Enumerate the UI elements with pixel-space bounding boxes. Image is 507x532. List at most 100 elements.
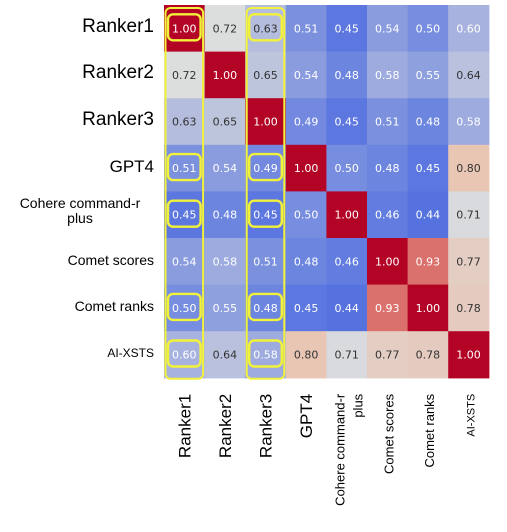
- row-label-cohere-line-1: plus: [67, 210, 93, 227]
- heatmap-value-r5-c1: 0.58: [213, 255, 238, 268]
- col-label-comet-ranks: Comet ranks: [422, 393, 437, 467]
- heatmap-value-r2-c4: 0.45: [334, 116, 359, 129]
- heatmap-cell-r0-c3: [285, 5, 327, 53]
- highlight-cell-r6-c0: [166, 292, 202, 322]
- heatmap-cell-r5-c7: [448, 238, 490, 286]
- heatmap-value-r5-c4: 0.46: [334, 255, 359, 268]
- heatmap-value-r0-c3: 0.51: [294, 22, 319, 35]
- heatmap-value-r6-c5: 0.93: [375, 302, 400, 315]
- column-labels: Ranker1 Ranker2 Ranker3 GPT4 Cohere command-…: [175, 393, 477, 506]
- heatmap-cell-r2-c4: [326, 98, 368, 146]
- heatmap-cell-r5-c5: [367, 238, 409, 286]
- col-label-gpt4: GPT4: [297, 394, 316, 438]
- heatmap-value-r4-c7: 0.71: [456, 209, 481, 222]
- heatmap-value-r4-c3: 0.50: [294, 209, 319, 222]
- col-label-cohere-command-r-plus-line-0: Cohere command-r: [333, 393, 348, 506]
- heatmap-value-r5-c3: 0.48: [294, 255, 319, 268]
- heatmap-value-r3-c5: 0.48: [375, 162, 400, 175]
- heatmap-cell-r2-c3: [285, 98, 327, 146]
- heatmap-value-r2-c5: 0.51: [375, 116, 400, 129]
- heatmap-value-r7-c2: 0.58: [253, 349, 278, 362]
- heatmap-value-r2-c0: 0.63: [172, 116, 197, 129]
- col-label-ranker1-line-0: Ranker1: [175, 394, 194, 458]
- row-label-ranker3: Ranker3: [82, 108, 154, 130]
- heatmap-value-r0-c5: 0.54: [375, 22, 400, 35]
- highlight-column-ranker1: [164, 7, 205, 380]
- row-label-ranker1: Ranker1: [82, 15, 154, 37]
- heatmap-value-r1-c2: 0.65: [253, 69, 278, 82]
- heatmap-value-r3-c7: 0.80: [456, 162, 481, 175]
- heatmap-cell-r7-c1: [204, 331, 246, 379]
- heatmap-cell-r6-c1: [204, 284, 246, 332]
- heatmap-value-r5-c5: 1.00: [375, 255, 400, 268]
- heatmap-cell-r6-c4: [326, 284, 368, 332]
- heatmap-cell-r7-c2: [245, 331, 287, 379]
- heatmap-value-r0-c4: 0.45: [334, 22, 359, 35]
- heatmap-cell-r5-c2: [245, 238, 287, 286]
- col-label-comet-scores-line-0: Comet scores: [381, 393, 396, 474]
- heatmap-cell-r3-c2: [245, 144, 287, 192]
- heatmap-value-r6-c4: 0.44: [334, 302, 359, 315]
- heatmap-value-r4-c2: 0.45: [253, 209, 278, 222]
- heatmap-cell-r1-c2: [245, 51, 287, 99]
- heatmap-cell-r1-c6: [407, 51, 449, 99]
- heatmap-value-r4-c1: 0.48: [213, 209, 238, 222]
- heatmap-value-r1-c6: 0.55: [416, 69, 441, 82]
- row-label-cohere-line-0: Cohere command-r: [19, 194, 141, 211]
- heatmap-cell-r1-c5: [367, 51, 409, 99]
- col-label-comet-scores: Comet scores: [381, 393, 396, 474]
- heatmap-cell-r3-c5: [367, 144, 409, 192]
- heatmap-value-r5-c0: 0.54: [172, 255, 197, 268]
- heatmap-value-r7-c4: 0.71: [334, 349, 359, 362]
- heatmap-value-r4-c4: 1.00: [334, 209, 359, 222]
- heatmap-value-r1-c1: 1.00: [213, 69, 238, 82]
- heatmap-cell-r3-c6: [407, 144, 449, 192]
- heatmap-value-r4-c6: 0.44: [416, 209, 441, 222]
- heatmap-cell-r4-c6: [407, 191, 449, 239]
- heatmap-value-r1-c3: 0.54: [294, 69, 319, 82]
- heatmap-cell-r4-c3: [285, 191, 327, 239]
- heatmap-cell-r1-c0: [164, 51, 206, 99]
- heatmap-value-r1-c5: 0.58: [375, 69, 400, 82]
- heatmap-cell-r3-c3: [285, 144, 327, 192]
- heatmap-cell-r7-c7: [448, 331, 490, 379]
- heatmap-value-r3-c3: 1.00: [294, 162, 319, 175]
- col-label-ai-xsts-line-0: AI-XSTS: [466, 394, 478, 437]
- col-label-gpt4-line-0: GPT4: [297, 394, 316, 438]
- heatmap-cell-r5-c3: [285, 238, 327, 286]
- heatmap-value-r6-c3: 0.45: [294, 302, 319, 315]
- heatmap-cells: [164, 5, 490, 379]
- heatmap-value-r4-c5: 0.46: [375, 209, 400, 222]
- heatmap-value-r3-c2: 0.49: [253, 162, 278, 175]
- heatmap-cell-r7-c4: [326, 331, 368, 379]
- heatmap-cell-r6-c6: [407, 284, 449, 332]
- col-label-cohere-command-r-plus: Cohere command-r plus: [333, 393, 366, 506]
- heatmap-value-r7-c0: 0.60: [172, 349, 197, 362]
- heatmap-value-r0-c1: 0.72: [213, 22, 238, 35]
- row-label-gpt4: GPT4: [109, 156, 154, 176]
- heatmap-cell-r7-c3: [285, 331, 327, 379]
- heatmap-cell-r2-c7: [448, 98, 490, 146]
- row-label-ranker2: Ranker2: [82, 62, 154, 84]
- heatmap-value-r7-c5: 0.77: [375, 349, 400, 362]
- heatmap-cell-r5-c4: [326, 238, 368, 286]
- heatmap-value-r2-c2: 1.00: [253, 116, 278, 129]
- highlight-cell-r3-c0: [166, 152, 202, 182]
- heatmap-cell-r3-c0: [164, 144, 206, 192]
- heatmap-value-r1-c7: 0.64: [456, 69, 481, 82]
- heatmap-value-r7-c6: 0.78: [416, 349, 441, 362]
- heatmap-value-r5-c6: 0.93: [416, 255, 441, 268]
- row-label-ai-xsts: AI-XSTS: [107, 346, 154, 361]
- heatmap-cell-r7-c6: [407, 331, 449, 379]
- heatmap-cell-r1-c4: [326, 51, 368, 99]
- heatmap-cell-r5-c0: [164, 238, 206, 286]
- highlight-cell-r7-c0: [166, 339, 202, 368]
- heatmap-cell-r1-c7: [448, 51, 490, 99]
- highlight-cell-r3-c2: [247, 152, 283, 182]
- heatmap-cell-r5-c1: [204, 238, 246, 286]
- heatmap-value-r7-c7: 1.00: [456, 349, 481, 362]
- col-label-cohere-command-r-plus-line-1: plus: [351, 393, 366, 417]
- heatmap-cell-r7-c5: [367, 331, 409, 379]
